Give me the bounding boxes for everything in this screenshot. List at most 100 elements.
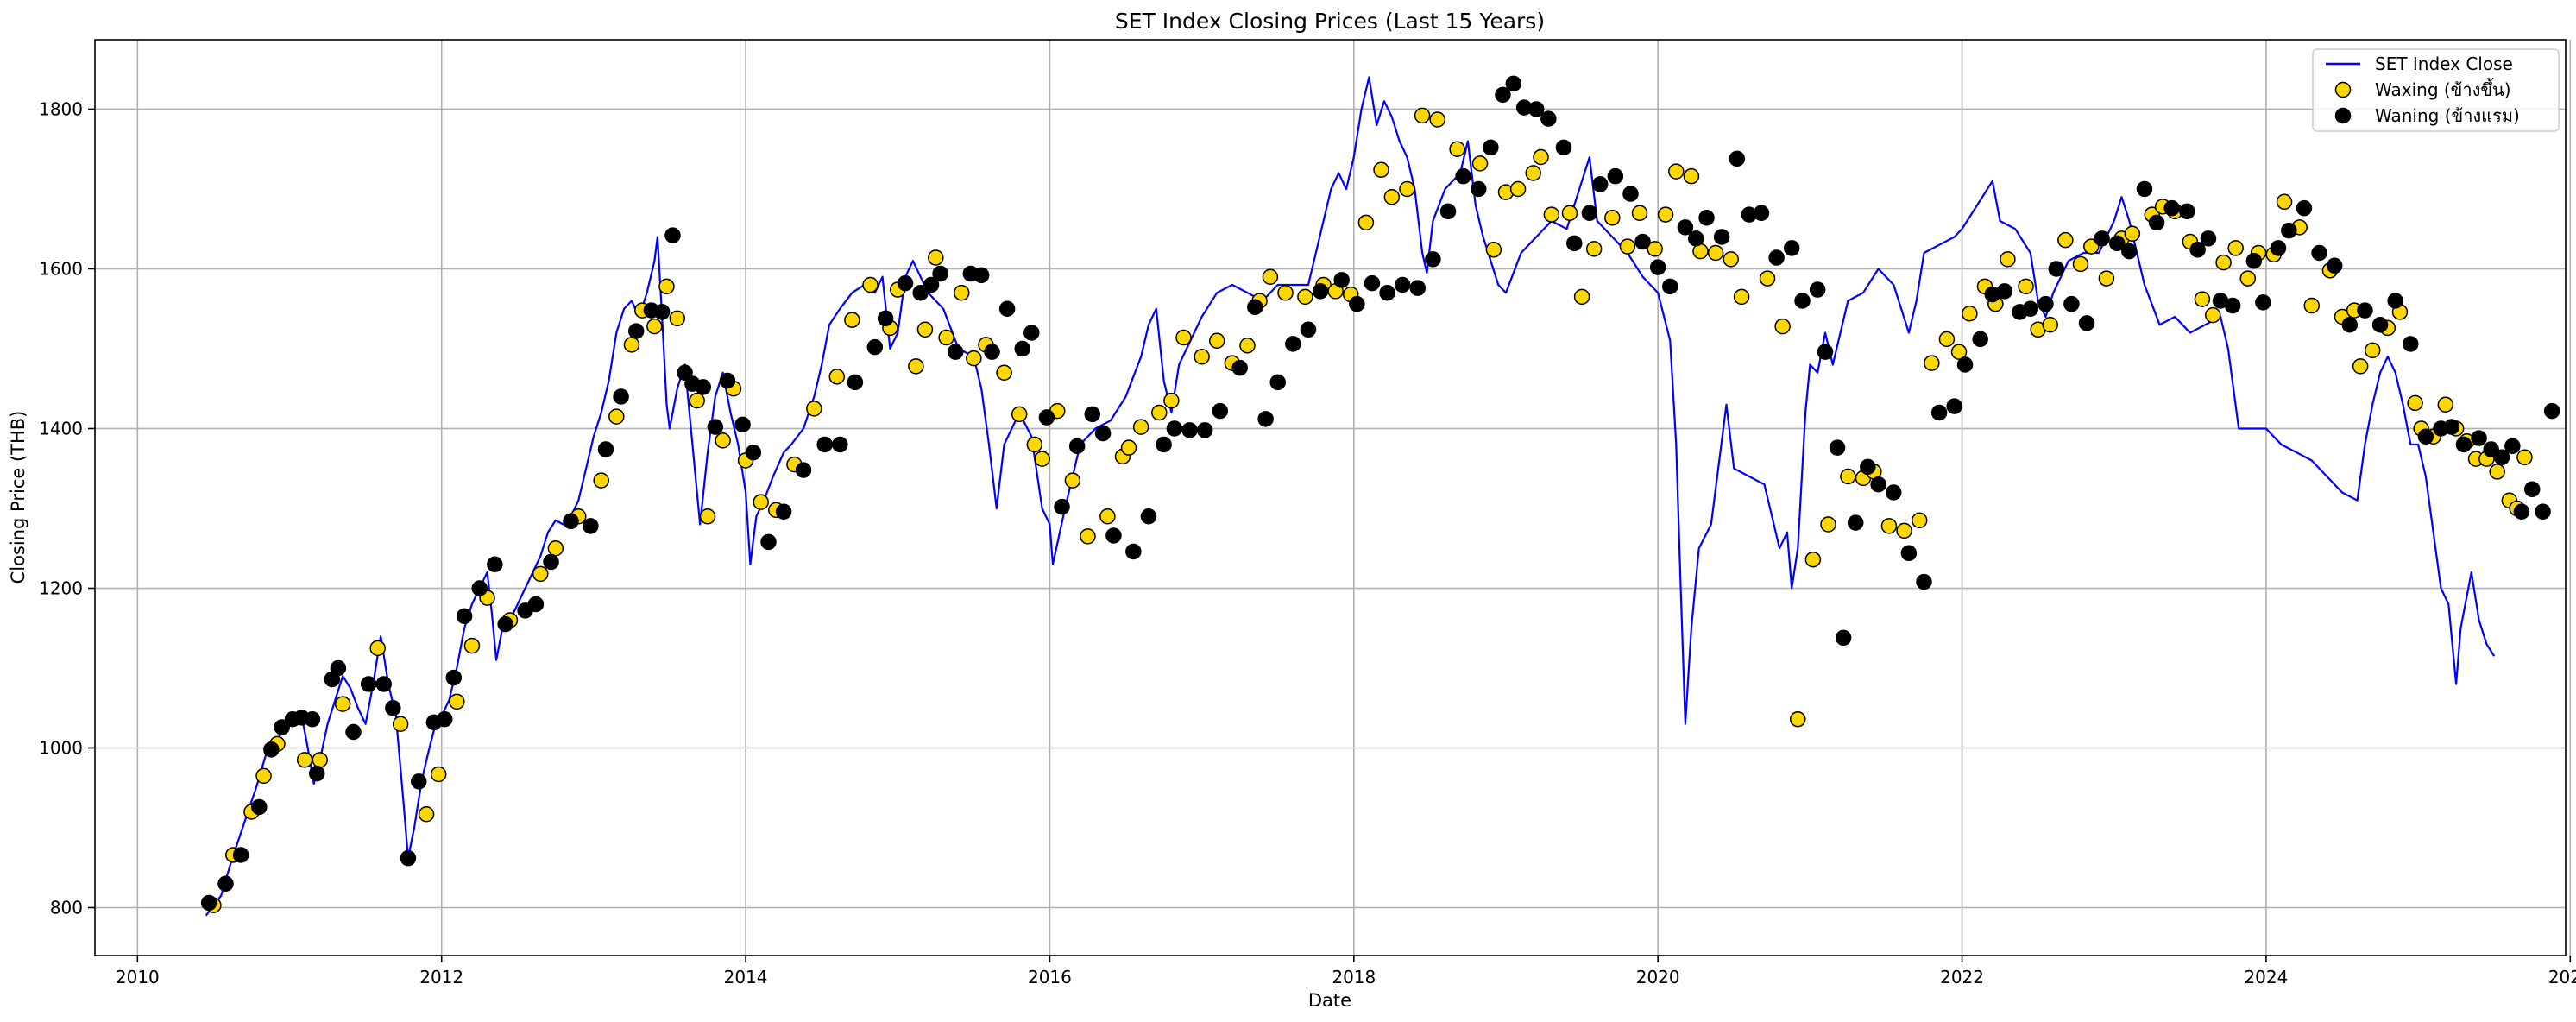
waning-point	[1698, 210, 1715, 226]
x-tick-label: 2014	[724, 967, 768, 987]
waxing-point	[1034, 451, 1050, 467]
y-tick-label: 1600	[39, 258, 83, 279]
waxing-point	[1485, 242, 1502, 258]
waxing-point	[1723, 251, 1739, 268]
waning-point	[2296, 199, 2313, 217]
waxing-point	[1683, 167, 1700, 185]
waning-point	[1439, 203, 1457, 220]
waxing-point	[1175, 329, 1192, 346]
waning-point	[795, 462, 812, 478]
waning-point	[497, 615, 513, 633]
waning-point	[1946, 398, 1962, 414]
waning-point	[1014, 340, 1030, 357]
waxing-point	[418, 806, 435, 823]
waning-point	[1956, 356, 1974, 373]
legend-box	[2312, 48, 2560, 132]
waning-point	[1860, 458, 1876, 476]
waxing-point	[669, 310, 686, 327]
waning-point	[2136, 180, 2153, 198]
waxing-point	[449, 693, 465, 710]
waning-point	[1023, 325, 1040, 341]
waning-point	[1181, 422, 1198, 438]
waning-point	[1125, 543, 1142, 560]
waxing-point	[2083, 238, 2100, 255]
waxing-point	[255, 767, 272, 785]
waning-point	[1794, 293, 1811, 309]
waning-point	[527, 596, 545, 613]
waning-point	[2179, 203, 2195, 220]
waning-point	[664, 227, 681, 243]
waning-point	[613, 388, 629, 405]
waxing-point	[689, 392, 705, 409]
waxing-point	[1357, 214, 1375, 231]
x-axis-label: Date	[1308, 990, 1351, 1011]
waning-point	[816, 436, 833, 453]
waning-point	[912, 284, 929, 301]
waning-point	[2417, 428, 2434, 445]
waning-point	[2455, 436, 2472, 453]
waning-point	[1768, 249, 1785, 266]
waxing-point	[1647, 241, 1663, 257]
waxing-point	[1733, 288, 1750, 306]
waning-point	[1394, 276, 1411, 293]
waning-point	[1349, 295, 1365, 312]
waning-point	[719, 372, 736, 389]
waning-point	[1996, 283, 2013, 300]
waning-point	[2493, 449, 2510, 466]
waxing-point	[1962, 306, 1978, 322]
waning-point	[2543, 402, 2560, 420]
waning-point	[2094, 230, 2110, 247]
x-tick-label: 2018	[1332, 967, 1376, 987]
waning-point	[2357, 302, 2373, 319]
waning-point	[1094, 425, 1112, 442]
waxing-point	[532, 565, 549, 583]
x-tick-label: 2010	[116, 967, 160, 987]
waning-point	[411, 773, 427, 790]
waxing-point	[2098, 270, 2115, 287]
waxing-point	[2239, 270, 2257, 287]
waxing-point	[1132, 419, 1149, 435]
waxing-point	[1950, 344, 1968, 360]
waning-point	[1829, 439, 1846, 456]
x-tick-label: 2024	[2244, 967, 2288, 987]
waxing-point	[2352, 358, 2369, 375]
axis-ticks: 2010 2012 2014 2016 2018 2020 2022 2024 2026 800 1…	[39, 98, 2576, 987]
waning-point	[1649, 259, 1666, 275]
waxing-point	[1604, 210, 1621, 226]
waxing-point	[2227, 240, 2244, 256]
waning-point	[2523, 481, 2541, 498]
waxing-point	[2018, 278, 2034, 295]
waxing-point	[1668, 163, 1685, 180]
waxing-point	[1533, 148, 1549, 166]
waxing-point	[1011, 406, 1028, 423]
y-tick-label: 1400	[39, 418, 83, 438]
x-tick-label: 2022	[1940, 967, 1984, 987]
waning-point	[217, 875, 234, 892]
plot-frame	[94, 39, 2567, 956]
waxing-point	[753, 494, 769, 510]
waning-point	[360, 676, 377, 692]
waxing-point	[2303, 297, 2321, 314]
waxing-point	[806, 401, 822, 417]
waxing-point	[547, 539, 564, 557]
waning-point	[1591, 176, 1609, 192]
waning-point	[1930, 404, 1948, 421]
waning-point	[375, 676, 393, 692]
waxing-point	[1911, 512, 1928, 529]
waxing-point	[996, 364, 1012, 381]
y-tick-label: 1000	[39, 737, 83, 758]
waning-point	[251, 798, 268, 816]
waning-point	[1527, 101, 1545, 117]
gridlines	[95, 40, 2572, 956]
waning-point	[385, 699, 401, 716]
waxing-point	[1208, 332, 1225, 349]
waxing-point	[296, 752, 313, 768]
waxing-point	[1239, 338, 1256, 354]
waning-point	[1409, 280, 1427, 296]
waning-point	[947, 344, 964, 360]
waxing-point	[2042, 316, 2058, 333]
waning-point	[330, 659, 347, 677]
waning-point	[1753, 205, 1770, 221]
waning-point	[1540, 110, 1557, 127]
waning-point	[1300, 321, 1317, 338]
